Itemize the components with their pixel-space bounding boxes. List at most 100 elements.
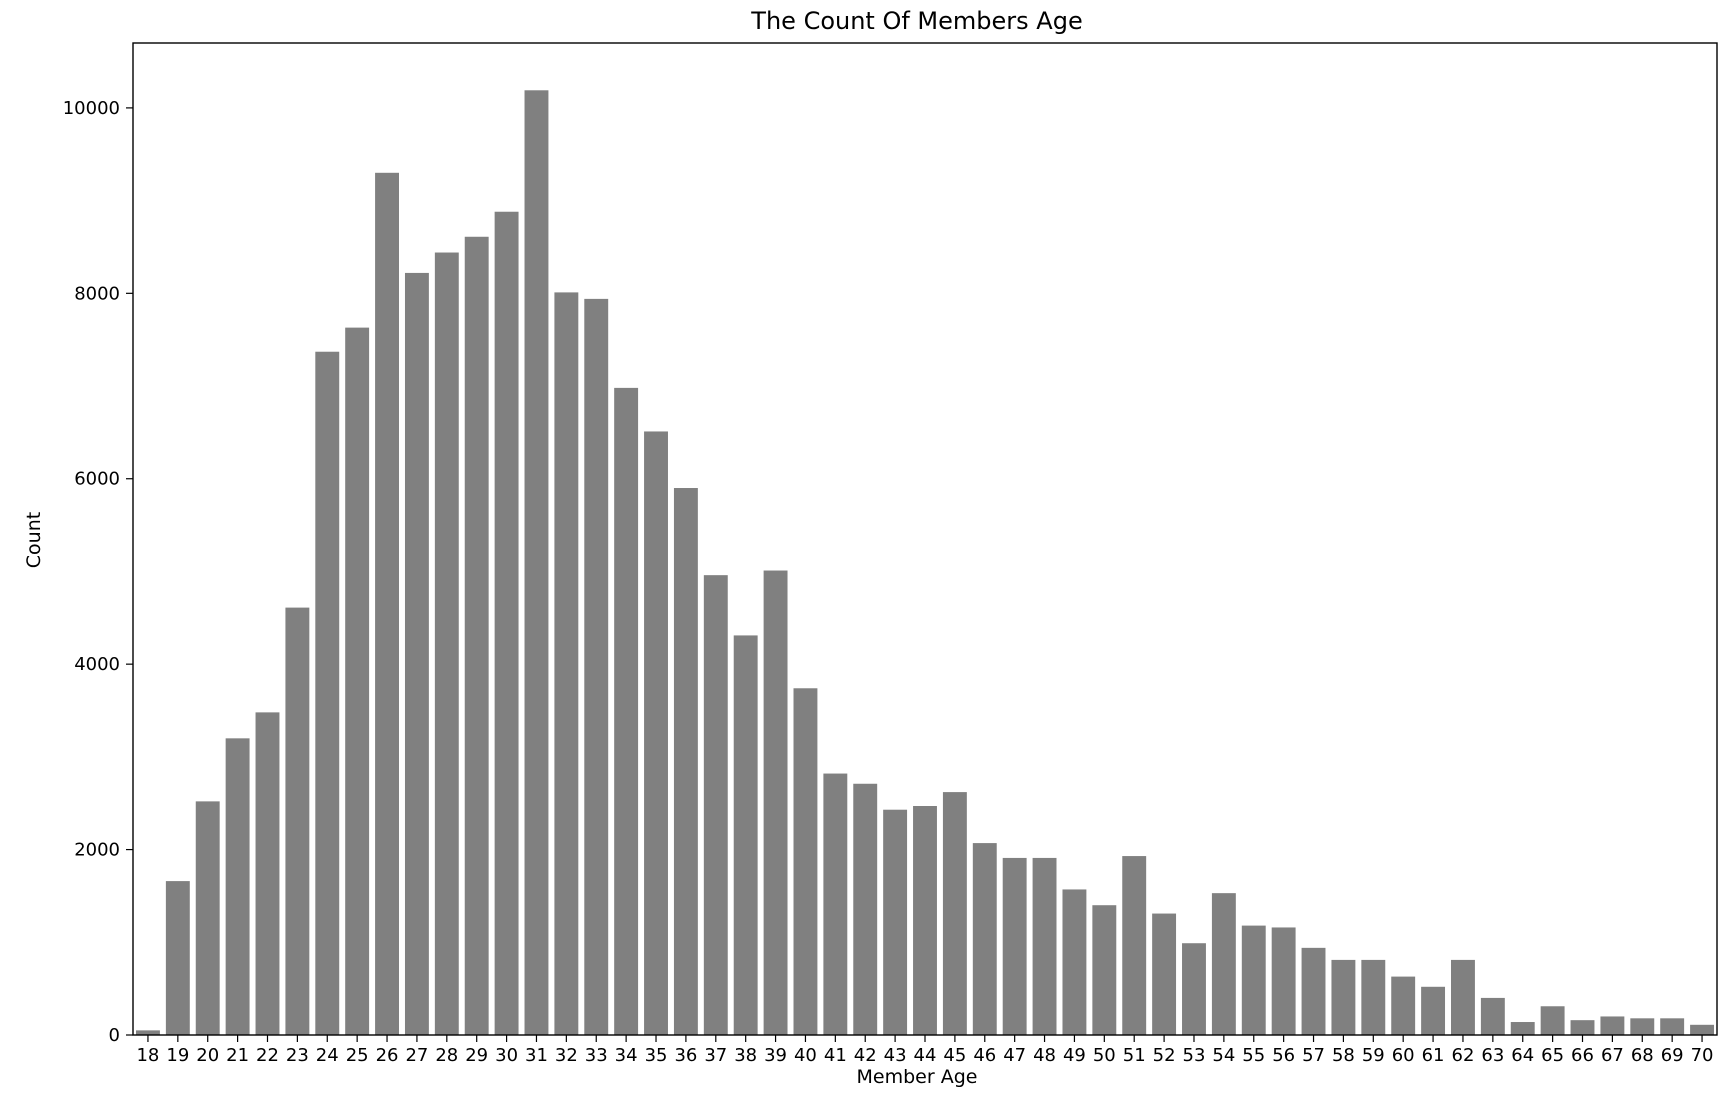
bar-38 (733, 635, 758, 1035)
x-tick-label: 48 (1033, 1045, 1056, 1066)
y-tick-label: 2000 (74, 840, 120, 861)
x-tick-label: 24 (316, 1045, 339, 1066)
x-tick-label: 47 (1003, 1045, 1026, 1066)
bar-21 (225, 738, 250, 1035)
bar-51 (1122, 856, 1147, 1035)
bar-66 (1570, 1020, 1595, 1035)
bar-39 (763, 570, 788, 1035)
x-tick-label: 31 (525, 1045, 548, 1066)
y-axis-label: Count (23, 512, 45, 568)
x-tick-label: 51 (1123, 1045, 1146, 1066)
bar-63 (1480, 997, 1505, 1035)
bar-53 (1182, 943, 1206, 1035)
bar-42 (853, 783, 878, 1035)
x-tick-label: 27 (405, 1045, 428, 1066)
bar-43 (883, 809, 908, 1035)
bar-48 (1032, 857, 1057, 1035)
bar-47 (1002, 857, 1027, 1035)
x-tick-label: 36 (674, 1045, 697, 1066)
y-tick-label: 6000 (74, 469, 120, 490)
bar-67 (1600, 1016, 1625, 1035)
x-tick-label: 22 (256, 1045, 279, 1066)
y-tick-label: 8000 (74, 283, 120, 304)
bar-25 (345, 327, 370, 1035)
bar-59 (1361, 959, 1386, 1035)
x-tick-label: 55 (1242, 1045, 1265, 1066)
bar-50 (1092, 905, 1117, 1035)
x-tick-label: 53 (1183, 1045, 1206, 1066)
x-tick-label: 42 (854, 1045, 877, 1066)
bar-49 (1062, 889, 1087, 1035)
x-tick-label: 33 (585, 1045, 608, 1066)
bar-54 (1211, 893, 1236, 1035)
bar-68 (1630, 1018, 1655, 1035)
bar-64 (1510, 1022, 1535, 1035)
bar-45 (942, 792, 967, 1035)
x-tick-label: 63 (1481, 1045, 1504, 1066)
x-tick-label: 57 (1302, 1045, 1325, 1066)
x-tick-label: 29 (465, 1045, 488, 1066)
bar-20 (195, 801, 220, 1035)
bar-56 (1271, 927, 1296, 1035)
bar-34 (614, 387, 639, 1036)
plot-frame (132, 42, 1718, 1036)
x-axis-label: Member Age (857, 1066, 978, 1088)
x-tick-label: 68 (1631, 1045, 1654, 1066)
x-tick-label: 32 (555, 1045, 578, 1066)
bar-41 (823, 773, 848, 1035)
x-tick-label: 61 (1422, 1045, 1445, 1066)
x-tick-label: 20 (196, 1045, 219, 1066)
x-tick-label: 58 (1332, 1045, 1355, 1066)
y-tick-label: 4000 (74, 654, 120, 675)
bars-group (135, 90, 1715, 1036)
y-ticks-group: 0 2000 4000 6000 8000 10000 (63, 98, 133, 1046)
x-tick-label: 19 (166, 1045, 189, 1066)
y-tick-label: 0 (109, 1025, 120, 1046)
bar-24 (315, 351, 340, 1035)
bar-65 (1540, 1006, 1565, 1035)
x-tick-label: 45 (943, 1045, 966, 1066)
x-tick-label: 21 (226, 1045, 249, 1066)
bar-61 (1421, 986, 1446, 1035)
x-tick-label: 43 (884, 1045, 907, 1066)
x-tick-label: 38 (734, 1045, 757, 1066)
bar-19 (165, 881, 190, 1035)
x-tick-label: 23 (286, 1045, 309, 1066)
x-ticks-group: 18 19 20 21 22 23 24 25 26 27 28 29 30 31 32 33 34 35 36 37… (136, 1035, 1714, 1066)
x-tick-label: 41 (824, 1045, 847, 1066)
bar-27 (404, 272, 429, 1035)
bar-31 (524, 90, 549, 1036)
x-tick-label: 35 (645, 1045, 668, 1066)
bar-46 (972, 843, 997, 1035)
x-tick-label: 18 (136, 1045, 159, 1066)
x-tick-label: 25 (346, 1045, 369, 1066)
x-tick-label: 26 (376, 1045, 399, 1066)
bar-37 (703, 575, 728, 1035)
bar-36 (673, 488, 698, 1035)
x-tick-label: 39 (764, 1045, 787, 1066)
bar-23 (285, 607, 310, 1035)
bar-55 (1241, 925, 1266, 1035)
x-tick-label: 52 (1153, 1045, 1176, 1066)
bar-69 (1660, 1018, 1685, 1035)
x-tick-label: 50 (1093, 1045, 1116, 1066)
bar-58 (1331, 959, 1356, 1035)
bar-40 (793, 688, 818, 1035)
x-tick-label: 56 (1272, 1045, 1295, 1066)
bar-44 (913, 806, 937, 1035)
bar-57 (1301, 947, 1326, 1035)
bar-32 (554, 292, 579, 1036)
x-tick-label: 37 (704, 1045, 727, 1066)
x-tick-label: 49 (1063, 1045, 1086, 1066)
bar-18 (135, 1030, 160, 1035)
y-tick-label: 10000 (63, 98, 120, 119)
bar-28 (434, 252, 459, 1035)
bar-62 (1451, 959, 1475, 1035)
bar-60 (1391, 976, 1416, 1035)
x-tick-label: 46 (973, 1045, 996, 1066)
bar-52 (1152, 913, 1177, 1035)
x-tick-label: 69 (1661, 1045, 1684, 1066)
bar-33 (584, 298, 609, 1035)
x-tick-label: 70 (1691, 1045, 1714, 1066)
